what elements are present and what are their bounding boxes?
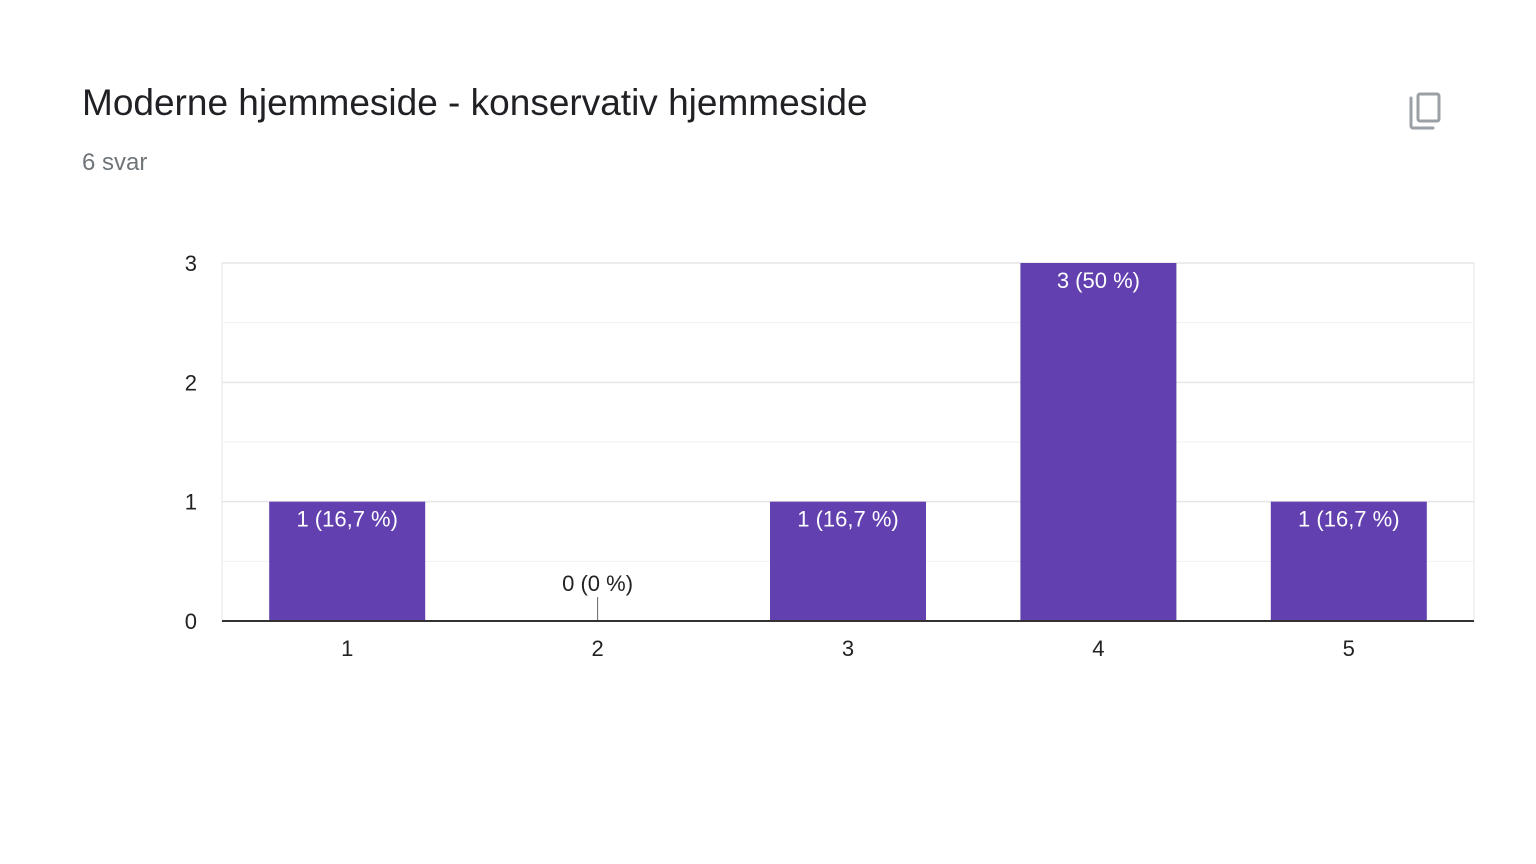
x-tick-label: 1 — [341, 636, 353, 661]
bar[interactable] — [269, 501, 426, 621]
x-tick-label: 3 — [842, 636, 854, 661]
response-count: 6 svar — [82, 149, 148, 176]
copy-icon — [1409, 92, 1441, 130]
y-tick-label: 2 — [185, 370, 197, 395]
data-label: 1 (16,7 %) — [797, 507, 899, 532]
copy-chart-button[interactable] — [1398, 84, 1452, 138]
bars — [269, 263, 1427, 621]
x-tick-label: 5 — [1343, 636, 1355, 661]
bar[interactable] — [1270, 501, 1427, 621]
labels: 0 1 2 3 1 (16,7 %) 1 0 (0 %) 2 1 (16,7 %) 3 3 (50 … — [185, 251, 1400, 661]
x-tick-label: 2 — [591, 636, 603, 661]
data-label: 0 (0 %) — [562, 571, 633, 596]
data-label: 1 (16,7 %) — [296, 507, 398, 532]
bar[interactable] — [770, 501, 926, 621]
y-tick-label: 1 — [185, 490, 197, 515]
data-label: 3 (50 %) — [1057, 268, 1140, 293]
question-title: Moderne hjemmeside - konservativ hjemmes… — [82, 82, 868, 123]
data-label: 1 (16,7 %) — [1298, 507, 1400, 532]
bar[interactable] — [1020, 263, 1177, 621]
y-tick-label: 3 — [185, 251, 197, 276]
y-tick-label: 0 — [185, 609, 197, 634]
x-tick-label: 4 — [1092, 636, 1104, 661]
